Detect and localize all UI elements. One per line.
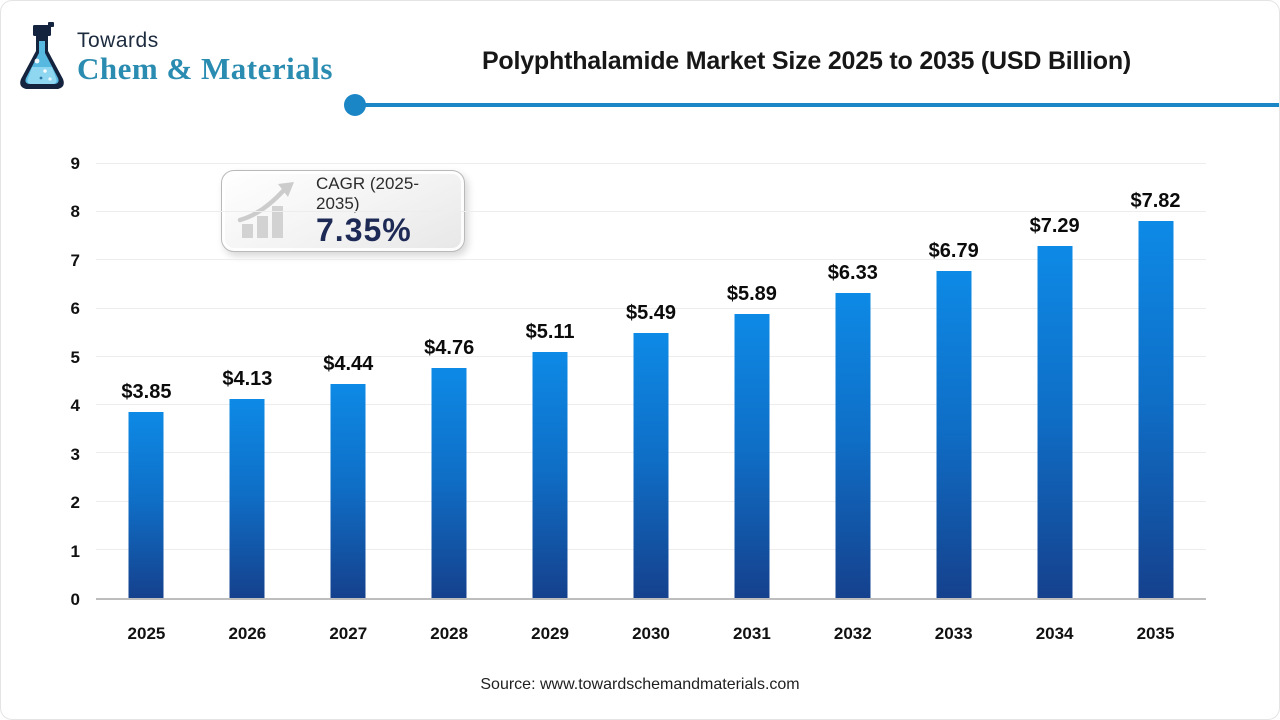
logo: Towards Chem & Materials [15, 21, 333, 95]
y-tick-label: 4 [70, 396, 80, 416]
y-tick-label: 6 [70, 299, 80, 319]
bar-slot-2034: $7.29 2034 [1004, 164, 1105, 643]
y-tick-label: 9 [70, 154, 80, 173]
source-text: Source: www.towardschemandmaterials.com [480, 676, 800, 693]
bar-slot-2027: $4.44 2027 [298, 164, 399, 643]
title-divider [344, 94, 1279, 116]
logo-text-chem-materials: Chem & Materials [77, 51, 333, 86]
bar-2033 [936, 270, 972, 598]
y-tick-label: 8 [70, 202, 80, 222]
growth-chart-icon [237, 182, 294, 238]
bar-slot-2029: $5.11 2029 [500, 164, 601, 643]
bar-2031 [734, 313, 770, 598]
cagr-badge: CAGR (2025-2035) 7.35% [221, 170, 465, 252]
bar-slot-2035: $7.82 2035 [1105, 164, 1206, 643]
y-tick-label: 3 [70, 444, 80, 464]
bar-slot-2030: $5.49 2030 [601, 164, 702, 643]
x-tick-label: 2029 [531, 624, 569, 643]
x-tick-label: 2034 [1035, 624, 1074, 643]
bar-slot-2033: $6.79 2033 [903, 164, 1004, 643]
bar-value-label: $4.13 [222, 367, 273, 390]
gridline [96, 163, 1206, 164]
x-tick-label: 2033 [934, 624, 973, 643]
x-tick-label: 2026 [228, 624, 267, 643]
bar-value-label: $4.76 [424, 337, 475, 360]
y-tick-label: 0 [70, 590, 80, 609]
bar-row: $3.85 2025 $4.13 2026 $4.44 2027 $4.76 2028 $5.1… [96, 164, 1206, 643]
cagr-label: CAGR (2025-2035) [316, 174, 419, 214]
x-tick-label: 2025 [127, 624, 166, 643]
cagr-value: 7.35% [316, 212, 412, 249]
divider-dot [344, 94, 366, 116]
plot-area: $3.85 2025 $4.13 2026 $4.44 2027 $4.76 2028 $5.1… [96, 163, 1206, 643]
bar-slot-2028: $4.76 2028 [399, 164, 500, 643]
x-tick-label: 2032 [833, 624, 872, 643]
bar-2034 [1037, 246, 1073, 598]
flask-icon [20, 22, 64, 89]
x-tick-label: 2028 [430, 624, 469, 643]
gridline [96, 307, 1206, 309]
bar-value-label: $3.85 [121, 381, 172, 404]
bar-2035 [1138, 220, 1174, 598]
bar-value-label: $7.82 [1130, 189, 1181, 212]
x-tick-label: 2027 [329, 624, 368, 643]
bar-2029 [532, 351, 568, 598]
y-tick-label: 1 [70, 541, 80, 561]
bar-value-label: $5.89 [726, 282, 777, 305]
bar-2030 [633, 333, 669, 598]
cagr-textbox: CAGR (2025-2035) 7.35% [316, 174, 454, 248]
bar-2026 [229, 398, 265, 598]
chart-title: Polyphthalamide Market Size 2025 to 2035… [481, 47, 1132, 75]
y-tick-label: 2 [70, 493, 80, 513]
bar-2032 [835, 292, 871, 598]
y-axis-ticks: 0 1 2 3 4 5 6 7 8 9 [41, 154, 86, 609]
bar-value-label: $6.33 [827, 261, 878, 284]
bar-2025 [128, 412, 164, 598]
logo-text-towards: Towards [77, 29, 159, 52]
bar-2028 [431, 368, 467, 598]
bar-value-label: $5.49 [625, 302, 677, 325]
bar-slot-2026: $4.13 2026 [197, 164, 298, 643]
logo-text: Towards Chem & Materials [77, 21, 333, 84]
gridline [96, 259, 1206, 261]
bar-value-label: $4.44 [323, 352, 374, 375]
bar-value-label: $7.29 [1029, 215, 1080, 238]
gridline [96, 211, 1206, 213]
bar-value-label: $5.11 [525, 320, 575, 343]
bar-slot-2025: $3.85 2025 [96, 164, 197, 643]
y-tick-label: 7 [70, 250, 80, 270]
bar-value-label: $6.79 [928, 239, 979, 262]
bar-slot-2032: $6.33 2032 [802, 164, 903, 643]
x-tick-label: 2031 [732, 624, 771, 643]
bar-slot-2031: $5.89 2031 [701, 164, 802, 643]
x-tick-label: 2035 [1136, 624, 1175, 643]
y-tick-label: 5 [70, 347, 80, 367]
x-tick-label: 2030 [632, 624, 670, 643]
bar-2027 [330, 383, 366, 598]
